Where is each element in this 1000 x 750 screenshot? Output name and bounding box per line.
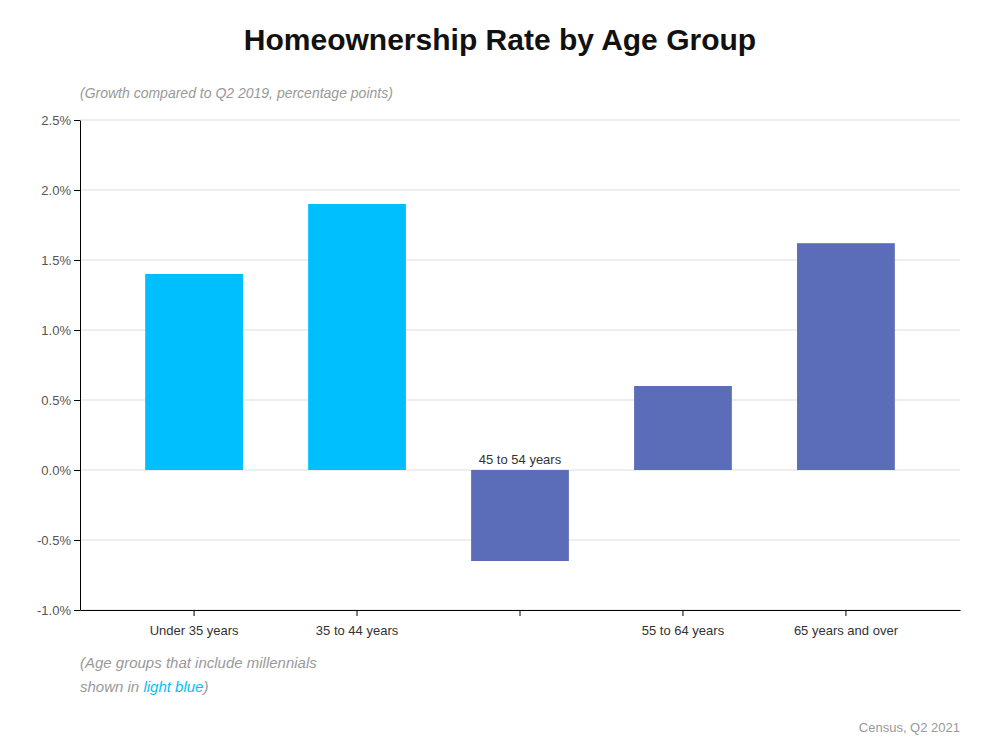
x-tick-label: Under 35 years bbox=[150, 623, 239, 638]
y-tick: 0.5% bbox=[41, 393, 80, 408]
x-tick-mark bbox=[357, 610, 358, 616]
y-tick-mark bbox=[74, 120, 80, 121]
bar bbox=[471, 470, 569, 561]
y-axis: -1.0% -0.5% 0.0% 0.5% 1.0% 1.5% 2.0% 2.5% bbox=[37, 113, 80, 618]
x-tick-label: 35 to 44 years bbox=[316, 623, 399, 638]
annotation: 45 to 54 years bbox=[479, 452, 562, 467]
bar bbox=[797, 243, 895, 470]
y-tick-label: 1.0% bbox=[41, 323, 71, 338]
bar bbox=[308, 204, 406, 470]
y-tick-label: 2.5% bbox=[41, 113, 71, 128]
y-tick-mark bbox=[74, 540, 80, 541]
y-tick-mark bbox=[74, 260, 80, 261]
x-tick-mark bbox=[845, 610, 846, 616]
x-axis: Under 35 years 35 to 44 years 55 to 64 yea… bbox=[81, 610, 961, 638]
footnote: shown in bbox=[80, 678, 143, 695]
y-tick: 2.0% bbox=[41, 183, 80, 198]
subtitle: (Growth compared to Q2 2019, percentage … bbox=[80, 85, 393, 101]
y-tick-label: 2.0% bbox=[41, 183, 71, 198]
y-tick: 1.5% bbox=[41, 253, 80, 268]
plot-area: -1.0% -0.5% 0.0% 0.5% 1.0% 1.5% 2.0% 2.5% Under … bbox=[37, 113, 960, 639]
y-tick: 2.5% bbox=[41, 113, 80, 128]
y-tick: 1.0% bbox=[41, 323, 80, 338]
y-tick-mark bbox=[74, 610, 80, 611]
footnote: (Age groups that include millennials bbox=[80, 654, 317, 671]
y-tick-label: 1.5% bbox=[41, 253, 71, 268]
y-tick-mark bbox=[74, 470, 80, 471]
x-tick bbox=[520, 610, 521, 616]
title: Homeownership Rate by Age Group bbox=[244, 23, 756, 56]
grid bbox=[80, 120, 960, 610]
y-tick-label: 0.5% bbox=[41, 393, 71, 408]
x-tick-mark bbox=[520, 610, 521, 616]
y-tick-mark bbox=[74, 400, 80, 401]
x-tick: Under 35 years bbox=[150, 610, 239, 638]
x-tick-mark bbox=[682, 610, 683, 616]
grid-line bbox=[80, 120, 960, 121]
y-tick: 0.0% bbox=[41, 463, 80, 478]
y-tick-label: -0.5% bbox=[37, 533, 71, 548]
bar bbox=[634, 386, 732, 470]
y-tick-mark bbox=[74, 330, 80, 331]
y-tick: -1.0% bbox=[37, 603, 80, 618]
bars bbox=[145, 204, 895, 561]
y-axis-line bbox=[80, 121, 81, 611]
x-tick: 55 to 64 years bbox=[642, 610, 725, 638]
footnote: light blue bbox=[143, 678, 203, 695]
x-tick-mark bbox=[194, 610, 195, 616]
y-tick-mark bbox=[74, 190, 80, 191]
x-tick-label: 55 to 64 years bbox=[642, 623, 725, 638]
x-tick: 35 to 44 years bbox=[316, 610, 399, 638]
y-tick-label: -1.0% bbox=[37, 603, 71, 618]
chart: Homeownership Rate by Age Group (Growth c… bbox=[0, 0, 1000, 750]
x-tick: 65 years and over bbox=[794, 610, 899, 638]
x-tick-label: 65 years and over bbox=[794, 623, 899, 638]
source: Census, Q2 2021 bbox=[859, 720, 960, 735]
grid-line bbox=[80, 190, 960, 191]
y-tick: -0.5% bbox=[37, 533, 80, 548]
y-tick-label: 0.0% bbox=[41, 463, 71, 478]
footnote: ) bbox=[201, 678, 208, 695]
bar bbox=[145, 274, 243, 470]
